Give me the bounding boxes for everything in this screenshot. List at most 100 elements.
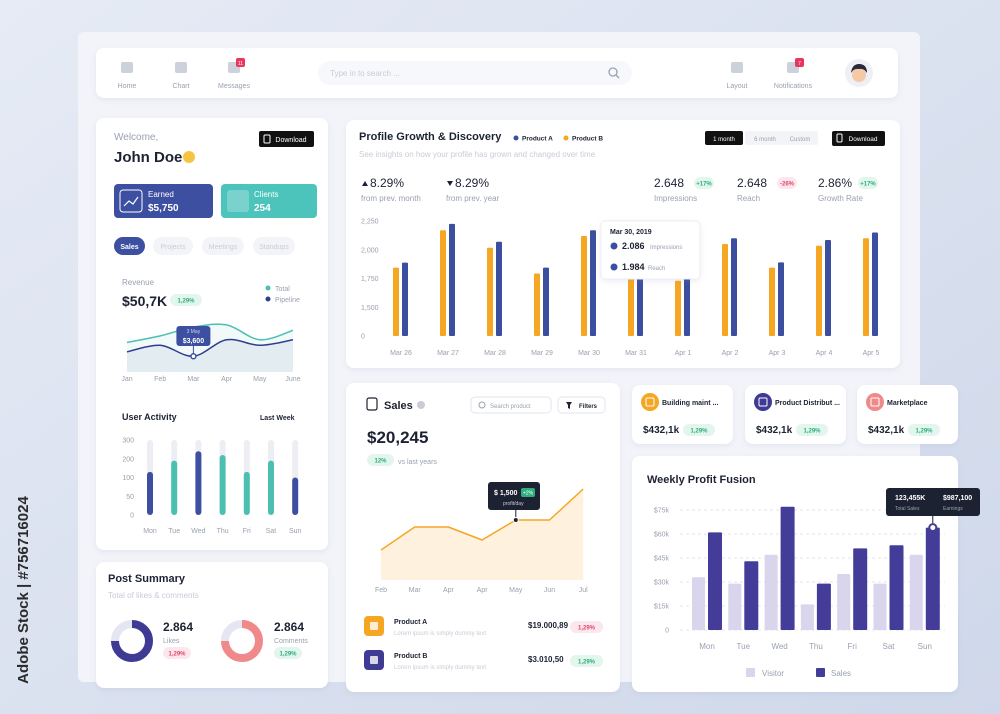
x-tick-label: Mar (409, 587, 422, 594)
bar (837, 574, 851, 630)
bar (393, 267, 399, 336)
tab (253, 237, 295, 255)
search-icon (608, 67, 618, 77)
bar (684, 277, 690, 336)
x-tick-label: Apr 5 (863, 350, 880, 357)
x-tick-label: Jul (579, 587, 588, 594)
y-tick-label: 50 (126, 494, 134, 501)
tab-label: Sales (120, 244, 138, 251)
bar (195, 451, 202, 515)
summary-label: Comments (274, 638, 308, 645)
x-tick-label: May (509, 587, 523, 594)
icon (370, 656, 378, 664)
y-tick-label: 0 (665, 628, 669, 635)
bar (675, 280, 681, 336)
button-text: Filters (579, 404, 598, 410)
subtitle: Total of likes & comments (108, 591, 199, 600)
search-box (318, 61, 632, 85)
badge (795, 58, 804, 67)
badge (521, 488, 535, 497)
tooltip-icon (610, 263, 618, 271)
tooltip-value: 2.086 (622, 241, 645, 251)
badge-text: +2% (523, 491, 534, 497)
bar (873, 583, 887, 630)
card-value: $432,1k (643, 425, 680, 436)
stat-label: Impressions (654, 194, 697, 203)
bar (780, 506, 795, 630)
card-value: $432,1k (868, 425, 905, 436)
bar (872, 232, 878, 336)
badge-text: 1,29% (690, 429, 708, 435)
x-tick-label: Mar 30 (578, 350, 600, 357)
tooltip-text: Mar 30, 2019 (610, 229, 652, 236)
range-label: 6 month (754, 137, 776, 143)
y-tick-label: $60k (654, 532, 670, 539)
section-title: Profile Growth & Discovery (359, 131, 502, 143)
x-tick-label: May (253, 376, 267, 383)
x-tick-label: Jun (544, 587, 555, 594)
badge-text: 7 (798, 61, 801, 67)
bar (440, 230, 446, 336)
button-text: Download (275, 137, 306, 144)
search-box (470, 396, 552, 414)
bar (825, 239, 831, 336)
product-desc: Lorem ipsum is simply dummy text (394, 631, 486, 637)
x-tick-label: Mar 29 (531, 350, 553, 357)
summary-value: 2.864 (274, 620, 304, 634)
section-title: Post Summary (108, 573, 186, 585)
card-value: $432,1k (756, 425, 793, 436)
bar (889, 545, 904, 630)
nav-label: Messages (218, 83, 250, 90)
y-tick-label: $45k (654, 556, 670, 563)
bar (496, 241, 502, 336)
tooltip-value: 1.984 (622, 262, 645, 272)
bar (764, 554, 778, 630)
x-tick-label: Tue (168, 528, 180, 535)
x-tick-label: Apr 3 (769, 350, 786, 357)
badge-text: 1,29% (578, 626, 596, 632)
section-title: User Activity (122, 412, 177, 422)
bar (534, 273, 540, 336)
tooltip-icon (610, 242, 618, 250)
bar (816, 245, 822, 336)
bar (171, 460, 178, 515)
button-text: Download (849, 136, 878, 143)
x-tick-label: Fri (848, 642, 858, 651)
stat-value: 8.29% (370, 176, 404, 190)
tooltip-label: Reach (648, 266, 665, 272)
tooltip-text: 3 May (187, 329, 201, 335)
x-tick-label: June (285, 376, 300, 383)
badge-text: 12% (374, 459, 387, 465)
icon (870, 397, 880, 407)
summary-value: 2.864 (163, 620, 193, 634)
legend-swatch (265, 285, 271, 291)
badge (694, 177, 714, 189)
line (126, 338, 294, 358)
tooltip-point (512, 517, 519, 523)
nav-label: Home (118, 83, 137, 90)
bar (722, 244, 728, 336)
x-tick-label: Jan (121, 376, 132, 383)
sales-total: $20,245 (367, 428, 428, 447)
nav-label: Layout (726, 83, 747, 90)
bar (292, 477, 299, 515)
download-button (832, 131, 885, 146)
badge-text: -26% (780, 182, 795, 188)
trend-arrow (362, 181, 368, 186)
bar (853, 548, 868, 630)
y-tick-label: 200 (122, 456, 134, 463)
card-title: Marketplace (887, 400, 928, 407)
stat-label: from prev. month (361, 194, 421, 203)
nav-label: Notifications (774, 83, 813, 90)
badge (274, 647, 302, 659)
tooltip-text: profit/day (503, 501, 524, 507)
x-tick-label: Apr (221, 376, 233, 383)
user-name: John Doe (114, 149, 182, 166)
tab-label: Meetings (209, 244, 238, 251)
range-label: 1 month (713, 137, 735, 143)
card-title: Product Distribut ... (775, 400, 840, 407)
search-icon (615, 74, 620, 79)
bar (581, 235, 587, 336)
legend-swatch (816, 668, 825, 677)
bar (744, 561, 759, 630)
